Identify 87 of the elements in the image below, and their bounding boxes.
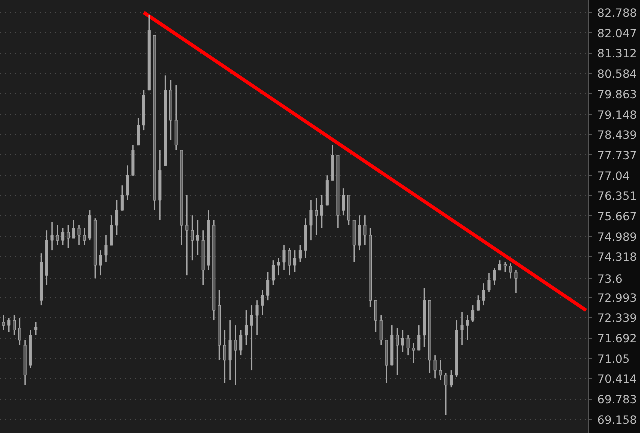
candlestick <box>272 260 275 286</box>
candlestick <box>50 222 54 252</box>
candlestick <box>509 262 512 280</box>
y-tick-label: 77.737 <box>598 148 638 162</box>
candlestick <box>126 164 130 202</box>
candlestick <box>244 310 248 346</box>
candlestick <box>62 228 65 246</box>
candlestick <box>396 328 400 376</box>
candlestick <box>364 214 367 246</box>
candlestick <box>83 228 86 246</box>
candlestick <box>196 220 200 256</box>
candlestick <box>310 200 313 242</box>
y-tick-label: 72.339 <box>598 311 638 326</box>
candlestick <box>228 320 232 382</box>
candlestick <box>488 272 491 294</box>
candlestick <box>374 300 378 333</box>
candlestick <box>514 270 518 294</box>
y-tick-label: 75.667 <box>598 209 638 224</box>
y-tick-label: 79.148 <box>598 108 638 122</box>
candlestick <box>460 312 464 346</box>
candlestick <box>288 248 292 276</box>
candlestick <box>191 214 194 262</box>
candlestick <box>434 354 437 380</box>
y-tick-label: 73.6 <box>598 272 623 286</box>
candlestick <box>406 334 410 356</box>
candlestick <box>18 318 22 346</box>
y-tick-label: 70.414 <box>598 372 638 386</box>
candlestick <box>450 370 453 388</box>
y-tick-label: 80.584 <box>598 67 638 82</box>
candlestick <box>120 184 124 212</box>
candlestick <box>412 342 416 364</box>
candlestick <box>240 330 243 356</box>
y-tick-label: 77.04 <box>598 168 630 183</box>
candlestick <box>439 360 442 382</box>
candlestick <box>320 194 324 230</box>
y-tick-label: 69.158 <box>598 412 638 427</box>
candlestick <box>298 244 302 264</box>
y-tick-label: 72.993 <box>598 290 638 305</box>
candlestick <box>99 250 102 276</box>
candlestick <box>72 220 76 240</box>
y-tick-label: 71.05 <box>598 352 630 366</box>
candlestick <box>8 318 11 333</box>
candlestick <box>250 304 254 372</box>
candlestick <box>342 188 346 216</box>
candlestick <box>476 294 480 312</box>
y-tick-label: 82.047 <box>598 26 638 40</box>
candlestick <box>88 210 92 242</box>
candlestick <box>266 272 270 302</box>
y-tick-label: 81.312 <box>598 46 638 61</box>
candlestick <box>234 324 238 386</box>
candlestick <box>294 250 297 274</box>
candlestick <box>116 200 119 236</box>
candlestick <box>315 198 318 236</box>
candlestick <box>466 314 470 341</box>
candlestick <box>482 282 486 306</box>
candlestick <box>444 372 448 416</box>
candlestick <box>504 262 507 274</box>
candlestick <box>110 214 114 246</box>
candlestick <box>472 304 475 324</box>
y-tick-label: 74.318 <box>598 250 638 264</box>
candlestick <box>13 314 16 336</box>
candlestick <box>498 260 502 272</box>
candlestick <box>282 244 286 272</box>
candlestick <box>186 194 189 276</box>
y-tick-label: 79.863 <box>598 87 638 102</box>
candlestick <box>223 330 226 384</box>
candlestick <box>401 330 404 354</box>
y-tick-label: 76.351 <box>598 189 638 204</box>
candlestick <box>261 290 264 316</box>
candlestick <box>78 224 81 246</box>
candlestick <box>493 268 496 286</box>
candlestick <box>358 214 362 252</box>
candlestick <box>277 258 280 276</box>
candlestick <box>66 224 70 250</box>
candlestick <box>256 300 259 336</box>
y-tick-label: 69.783 <box>598 392 638 407</box>
candlestick <box>380 314 383 346</box>
candlestick <box>104 234 108 264</box>
y-tick-label: 82.788 <box>598 6 638 20</box>
y-tick-label: 74.989 <box>598 230 638 244</box>
candlestick <box>418 324 421 352</box>
candlestick <box>2 314 6 331</box>
y-tick-label: 78.439 <box>598 128 638 142</box>
candlestick <box>56 224 60 246</box>
candlestick <box>34 322 38 336</box>
candlestick <box>137 118 140 146</box>
y-tick-label: 71.692 <box>598 332 638 346</box>
